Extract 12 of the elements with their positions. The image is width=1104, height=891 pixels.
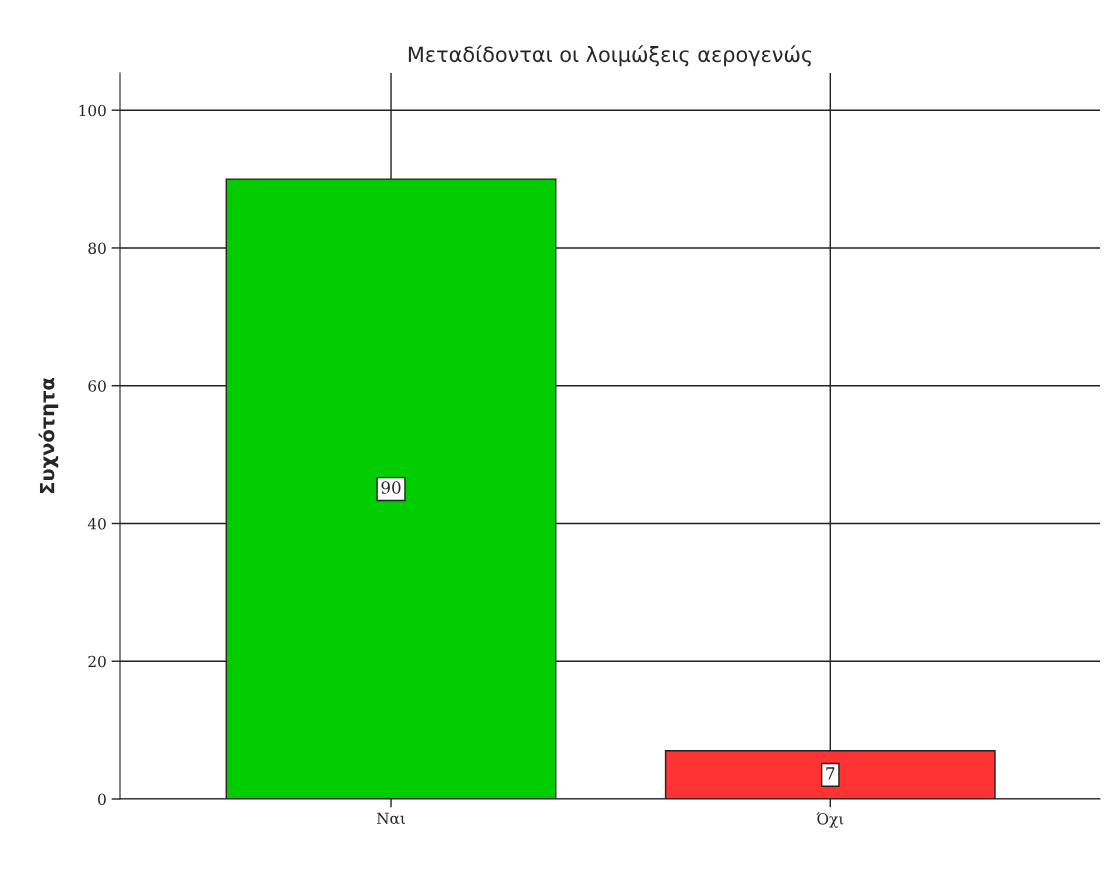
y-tick-label: 100 [79,104,106,117]
y-tick-label: 0 [98,793,106,806]
y-axis-title: Συχνότητα [38,378,59,493]
x-tick-label: Όχι [816,812,844,828]
y-tick-label: 20 [88,655,106,668]
y-tick-label: 40 [87,517,106,530]
x-tick-label: Ναι [376,812,406,825]
chart-title: Μεταδίδονται οι λοιμώξεις αερογενώς [408,45,812,67]
y-tick-label: 60 [88,380,106,392]
data-label: 7 [826,767,835,780]
data-label: 90 [381,481,401,494]
y-tick-label: 80 [88,242,106,254]
